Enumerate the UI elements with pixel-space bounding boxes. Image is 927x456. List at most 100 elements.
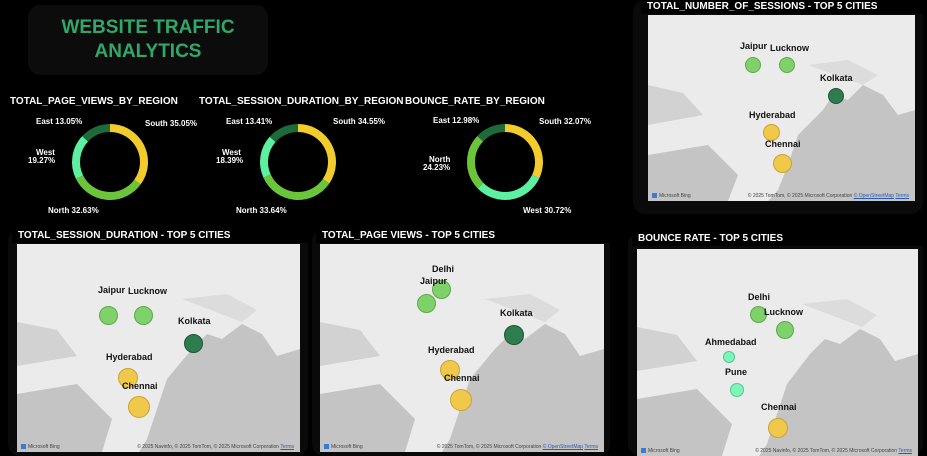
donut-label-west-value: 18.39%: [216, 156, 243, 165]
donut-label-north: North: [429, 155, 450, 164]
terms-link[interactable]: Terms: [584, 444, 598, 450]
map-attribution: © 2025 Navinfo, © 2025 TomTom, © 2025 Mi…: [137, 444, 294, 450]
city-label-kolkata: Kolkata: [178, 316, 211, 326]
bubble-jaipur[interactable]: [417, 294, 436, 313]
city-label-delhi: Delhi: [748, 292, 771, 302]
bing-logo: Microsoft Bing: [21, 444, 60, 450]
donut-segment-east[interactable]: [477, 124, 506, 142]
map-panel-duration: TOTAL_SESSION_DURATION - TOP 5 CITIES Ja…: [8, 229, 308, 456]
donut-label-east: East 12.98%: [433, 116, 479, 125]
bubble-chennai[interactable]: [768, 418, 788, 438]
donut-label-north: North 33.64%: [236, 206, 287, 215]
map-pageviews-title: TOTAL_PAGE VIEWS - TOP 5 CITIES: [316, 229, 610, 243]
donut-label-west: West: [222, 148, 241, 157]
bubble-kolkata[interactable]: [828, 88, 844, 104]
donut-label-east: East 13.41%: [226, 117, 272, 126]
city-label-jaipur: Jaipur: [98, 285, 126, 295]
city-label-pune: Pune: [725, 367, 748, 377]
map-attribution: © 2025 Navinfo, © 2025 TomTom, © 2025 Mi…: [755, 448, 912, 454]
city-label-kolkata: Kolkata: [500, 308, 533, 318]
dashboard-title-line2: ANALYTICS: [94, 41, 202, 62]
donut-segment-north[interactable]: [75, 175, 141, 200]
bubble-lucknow[interactable]: [779, 57, 795, 73]
bubble-ahmedabad[interactable]: [723, 351, 735, 363]
donut-label-north: North 32.63%: [48, 206, 99, 215]
city-label-delhi: Delhi: [432, 264, 455, 274]
city-label-jaipur: Jaipur: [420, 276, 448, 286]
donut-label-south: South 35.05%: [145, 119, 197, 128]
bubble-chennai[interactable]: [450, 389, 472, 411]
donut-label-west-value: 19.27%: [28, 156, 55, 165]
donut-label-west: West 30.72%: [523, 206, 571, 215]
osm-link[interactable]: © OpenStreetMap: [542, 444, 584, 450]
bing-logo: Microsoft Bing: [324, 444, 363, 450]
donut-label-south: South 34.55%: [333, 117, 385, 126]
bubble-lucknow[interactable]: [134, 306, 153, 325]
donut-segment-west[interactable]: [260, 136, 276, 178]
bubble-chennai[interactable]: [773, 154, 792, 173]
map-sessions[interactable]: Jaipur Lucknow Kolkata Hyderabad Chennai…: [648, 15, 915, 201]
bubble-kolkata[interactable]: [504, 325, 524, 345]
donut-segment-west[interactable]: [477, 174, 540, 200]
city-label-chennai: Chennai: [444, 373, 480, 383]
terms-link[interactable]: Terms: [898, 448, 912, 454]
donut-segment-east[interactable]: [82, 124, 111, 142]
city-label-jaipur: Jaipur: [740, 41, 768, 51]
city-label-ahmedabad: Ahmedabad: [705, 337, 757, 347]
map-attribution: © 2025 TomTom, © 2025 Microsoft Corporat…: [747, 193, 909, 199]
map-duration-land: [17, 244, 300, 452]
donut-page-views-title: TOTAL_PAGE_VIEWS_BY_REGION: [10, 96, 178, 107]
city-label-lucknow: Lucknow: [770, 43, 810, 53]
bubble-delhi[interactable]: [432, 280, 451, 299]
map-pageviews[interactable]: Delhi Jaipur Kolkata Hyderabad Chennai M…: [320, 244, 604, 452]
donut-segment-south[interactable]: [504, 124, 543, 179]
map-duration-title: TOTAL_SESSION_DURATION - TOP 5 CITIES: [12, 229, 308, 243]
map-sessions-title: TOTAL_NUMBER_OF_SESSIONS - TOP 5 CITIES: [641, 0, 923, 14]
bubble-hyderabad[interactable]: [763, 124, 780, 141]
map-bounce-title: BOUNCE RATE - TOP 5 CITIES: [632, 232, 923, 246]
map-duration[interactable]: Jaipur Lucknow Kolkata Hyderabad Chennai…: [17, 244, 300, 452]
map-attribution: © 2025 TomTom, © 2025 Microsoft Corporat…: [436, 444, 598, 450]
bubble-chennai[interactable]: [128, 396, 150, 418]
city-label-hyderabad: Hyderabad: [749, 110, 796, 120]
donut-label-north-value: 24.23%: [423, 163, 450, 172]
donut-label-east: East 13.05%: [36, 117, 82, 126]
donut-session-duration-title: TOTAL_SESSION_DURATION_BY_REGION: [199, 96, 404, 107]
bubble-jaipur[interactable]: [99, 306, 118, 325]
donut-segment-east[interactable]: [269, 124, 299, 143]
city-label-chennai: Chennai: [761, 402, 797, 412]
dashboard-title-card: WEBSITE TRAFFIC ANALYTICS: [28, 5, 268, 75]
map-bounce-land: [637, 249, 918, 456]
bubble-kolkata[interactable]: [184, 334, 203, 353]
city-label-kolkata: Kolkata: [820, 73, 853, 83]
bubble-delhi[interactable]: [750, 306, 767, 323]
donut-page-views-chart[interactable]: East 13.05% South 35.05% West 19.27% Nor…: [0, 110, 200, 220]
donut-session-duration-chart[interactable]: East 13.41% South 34.55% West 18.39% Nor…: [188, 110, 388, 220]
map-panel-sessions: TOTAL_NUMBER_OF_SESSIONS - TOP 5 CITIES …: [633, 0, 923, 214]
donut-segment-north[interactable]: [467, 135, 484, 189]
bubble-jaipur[interactable]: [745, 57, 761, 73]
bubble-lucknow[interactable]: [776, 321, 794, 339]
donut-bounce-rate-chart[interactable]: East 12.98% South 32.07% North 24.23% We…: [395, 110, 595, 220]
donut-label-south: South 32.07%: [539, 117, 591, 126]
map-bounce[interactable]: Delhi Lucknow Ahmedabad Pune Chennai Mic…: [637, 249, 918, 456]
bubble-pune[interactable]: [730, 383, 744, 397]
city-label-hyderabad: Hyderabad: [428, 345, 475, 355]
city-label-lucknow: Lucknow: [764, 307, 804, 317]
terms-link[interactable]: Terms: [280, 444, 294, 450]
bubble-hyderabad[interactable]: [440, 360, 460, 380]
donut-label-west: West: [36, 148, 55, 157]
donut-segment-south[interactable]: [297, 124, 336, 184]
donut-segment-south[interactable]: [109, 124, 148, 185]
osm-link[interactable]: © OpenStreetMap: [853, 193, 895, 199]
donut-segment-north[interactable]: [263, 174, 330, 200]
map-panel-pageviews: TOTAL_PAGE VIEWS - TOP 5 CITIES Delhi Ja…: [312, 229, 610, 456]
city-label-hyderabad: Hyderabad: [106, 352, 153, 362]
city-label-chennai: Chennai: [122, 381, 158, 391]
bubble-hyderabad[interactable]: [118, 368, 138, 388]
donut-bounce-rate-title: BOUNCE_RATE_BY_REGION: [405, 96, 545, 107]
donut-segment-west[interactable]: [72, 136, 89, 179]
city-label-lucknow: Lucknow: [128, 286, 168, 296]
bing-logo: Microsoft Bing: [652, 193, 691, 199]
terms-link[interactable]: Terms: [895, 193, 909, 199]
